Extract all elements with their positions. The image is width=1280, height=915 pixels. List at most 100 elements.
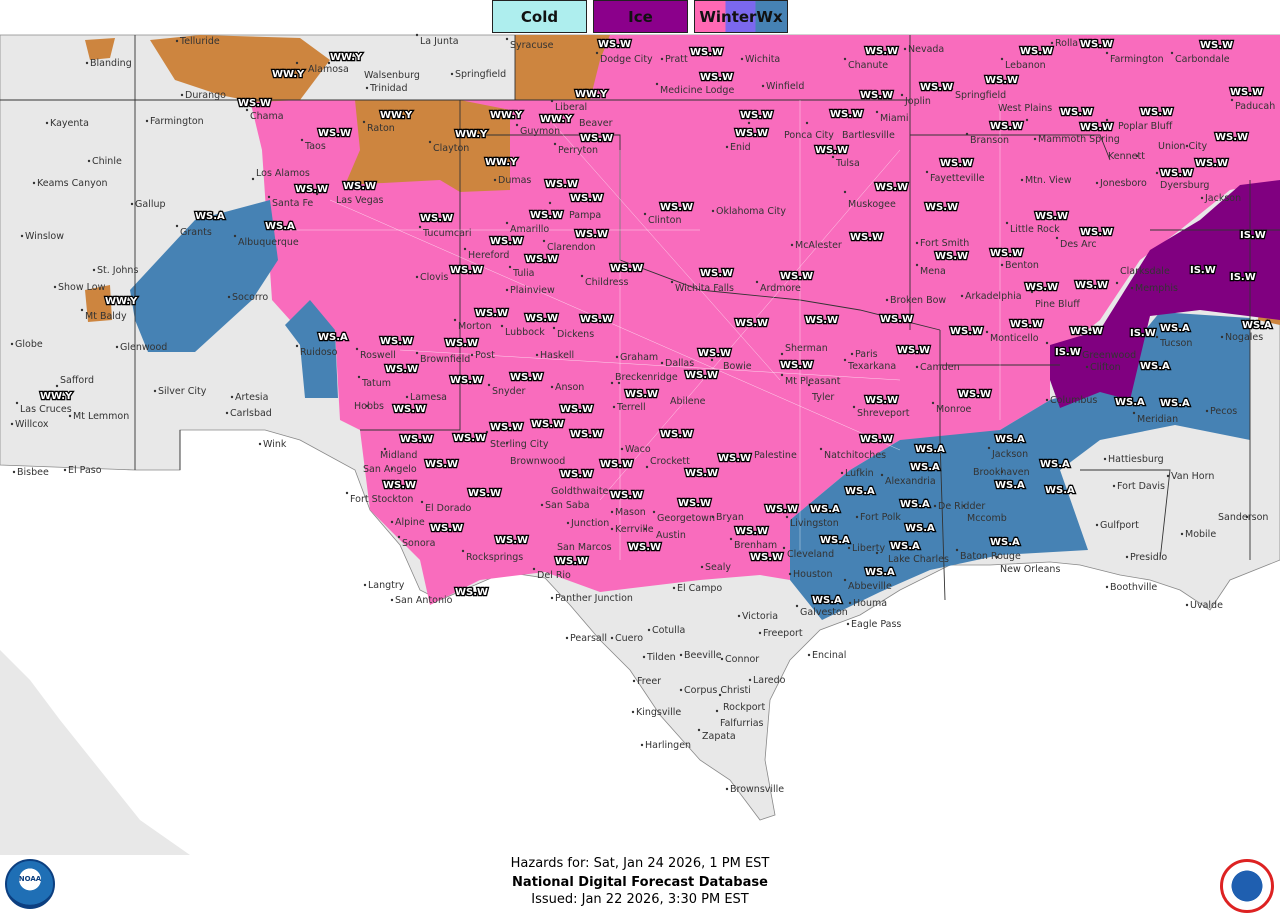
hazard-code-label: WS.W (718, 453, 751, 464)
city-label: Sonora (402, 538, 435, 549)
city-label: Socorro (232, 292, 268, 303)
city-label: Wink (263, 439, 287, 450)
city-label: Bartlesville (842, 130, 895, 141)
city-label: Mason (615, 507, 646, 518)
city-label: Clarksdale (1120, 266, 1170, 277)
hazard-code-label: WS.W (685, 370, 718, 381)
city-label: Pecos (1210, 406, 1237, 417)
city-dot (227, 295, 231, 299)
city-label: Liberty (852, 543, 885, 554)
city-label: Lufkin (845, 468, 874, 479)
city-dot (180, 93, 184, 97)
city-label: Tyler (811, 392, 834, 403)
city-label: Mobile (1185, 529, 1216, 540)
hazard-code-label: WS.W (1080, 227, 1113, 238)
ice-storm-warning-area[interactable] (1050, 180, 1280, 408)
city-dot (758, 631, 762, 635)
city-dot (230, 395, 234, 399)
hazard-code-label: WS.W (735, 318, 768, 329)
city-label: Tilden (646, 652, 676, 663)
city-label: Dumas (498, 175, 531, 186)
hazard-code-label: WW.Y (380, 110, 413, 121)
city-dot (850, 352, 854, 356)
city-dot (900, 93, 904, 97)
city-label: Waco (625, 444, 651, 455)
city-dot (461, 549, 465, 553)
city-label: Brownfield (420, 354, 470, 365)
city-dot (875, 551, 879, 555)
hazard-code-label: WS.W (625, 389, 658, 400)
hazard-code-label: WS.W (580, 133, 613, 144)
city-dot (1025, 118, 1029, 122)
winter-storm-watch-area[interactable] (285, 300, 338, 398)
hazard-code-label: WS.W (495, 535, 528, 546)
city-dot (327, 61, 331, 65)
city-label: Chama (250, 111, 284, 122)
hazard-code-label: WS.W (525, 313, 558, 324)
city-label: Kayenta (50, 118, 89, 129)
city-dot (487, 383, 491, 387)
hazard-code-label: WW.Y (490, 110, 523, 121)
city-label: Boothville (1110, 582, 1157, 593)
city-label: Winfield (766, 81, 804, 92)
city-dot (852, 405, 856, 409)
city-label: Walsenburg (364, 70, 420, 81)
city-label: Glenwood (120, 342, 167, 353)
hazard-code-label: WS.W (865, 395, 898, 406)
hazard-code-label: WS.A (865, 567, 895, 578)
hazard-code-label: WS.W (475, 308, 508, 319)
hazard-code-label: WS.W (383, 480, 416, 491)
city-label: Houma (853, 598, 887, 609)
hazard-code-label: WS.A (1140, 361, 1170, 372)
hazard-code-label: WS.W (990, 121, 1023, 132)
winter-weather-advisory-area[interactable] (515, 35, 610, 100)
hazard-code-label: WS.W (740, 110, 773, 121)
winter-weather-advisory-area[interactable] (150, 35, 330, 102)
hazard-code-label: WS.W (425, 459, 458, 470)
legend-winterwx[interactable]: WinterWx (694, 0, 788, 33)
city-label: Alexandria (885, 476, 936, 487)
city-dot (453, 318, 457, 322)
city-dot (542, 239, 546, 243)
city-dot (1000, 263, 1004, 267)
city-label: Wichita Falls (675, 283, 734, 294)
hazard-code-label: WS.W (575, 229, 608, 240)
city-dot (645, 465, 649, 469)
hazard-code-label: WS.W (1195, 158, 1228, 169)
city-label: Morton (458, 321, 491, 332)
city-dot (805, 121, 809, 125)
city-label: Corpus Christi (684, 685, 751, 696)
city-label: Dyersburg (1160, 180, 1209, 191)
city-dot (1000, 470, 1004, 474)
city-label: Monroe (936, 404, 972, 415)
hazard-code-label: WS.A (265, 221, 295, 232)
city-dot (965, 132, 969, 136)
hazard-code-label: WS.W (455, 587, 488, 598)
city-label: Wichita (745, 54, 780, 65)
city-label: Pampa (569, 210, 601, 221)
legend-ice[interactable]: Ice (593, 0, 688, 33)
winter-storm-watch-area[interactable] (790, 312, 1250, 620)
city-dot (450, 72, 454, 76)
mexico-baja-land (0, 650, 190, 855)
hazards-valid-time: Hazards for: Sat, Jan 24 2026, 1 PM EST (510, 856, 770, 871)
city-label: Clarendon (547, 242, 596, 253)
city-label: Raton (367, 123, 395, 134)
hazard-code-label: WS.W (510, 372, 543, 383)
city-label: Eagle Pass (851, 619, 901, 630)
city-label: Pratt (665, 54, 688, 65)
city-label: Van Horn (1171, 471, 1214, 482)
winter-storm-watch-area[interactable] (130, 200, 278, 352)
city-label: St. Johns (97, 265, 138, 276)
city-dot (672, 586, 676, 590)
city-label: Post (475, 350, 495, 361)
hazard-map[interactable]: Telluride Blanding Alamosa Walsenburg La Jun… (0, 0, 1280, 855)
hazard-code-label: WS.W (450, 265, 483, 276)
legend-cold[interactable]: Cold (492, 0, 587, 33)
hazard-code-label: WS.A (1160, 398, 1190, 409)
city-label: Medicine Lodge (660, 85, 734, 96)
hazard-code-label: WS.A (810, 504, 840, 515)
city-dot (612, 405, 616, 409)
winter-weather-advisory-area[interactable] (345, 100, 510, 192)
city-label: Springfield (455, 69, 506, 80)
